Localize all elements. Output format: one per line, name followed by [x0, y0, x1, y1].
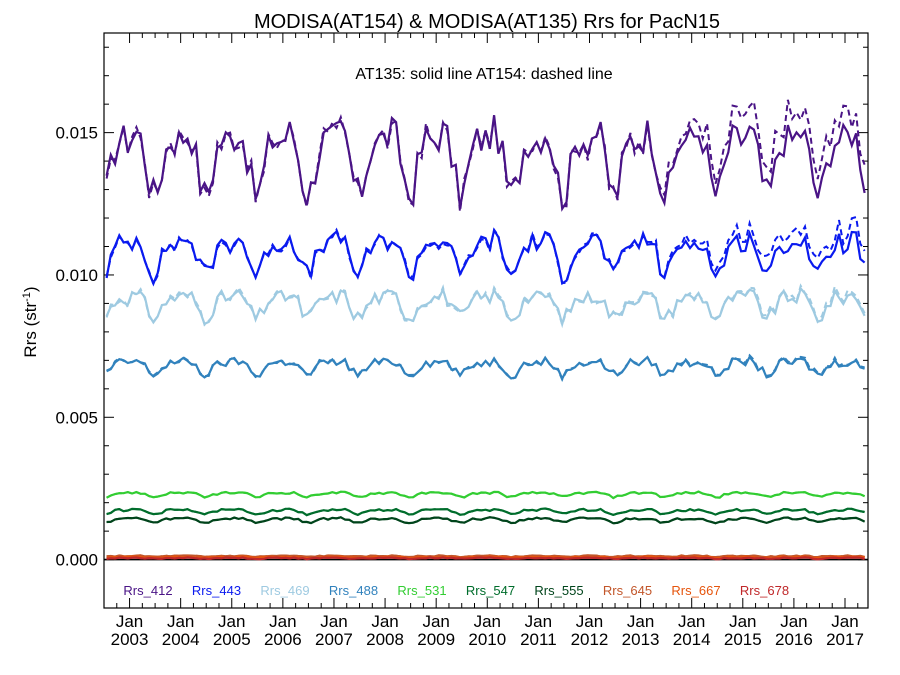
- x-tick-label-month: Jan: [269, 612, 296, 631]
- legend-item-Rrs_443: Rrs_443: [192, 583, 241, 598]
- legend-item-Rrs_678: Rrs_678: [740, 583, 789, 598]
- x-tick-label-year: 2009: [417, 630, 455, 649]
- series-line-Rrs_645-at135: [106, 554, 865, 559]
- x-tick-label-month: Jan: [780, 612, 807, 631]
- x-tick-label-year: 2012: [571, 630, 609, 649]
- x-tick-label-year: 2006: [264, 630, 302, 649]
- x-tick-label-month: Jan: [627, 612, 654, 631]
- series-line-Rrs_469-at135: [105, 286, 866, 329]
- y-axis-label-main: Rrs (str: [21, 302, 40, 358]
- x-tick-label-month: Jan: [167, 612, 194, 631]
- y-tick-label: 0.010: [55, 266, 98, 285]
- y-tick-label: 0.000: [55, 551, 98, 570]
- x-tick-label-year: 2003: [111, 630, 149, 649]
- y-tick-label: 0.005: [55, 408, 98, 427]
- x-tick-label-month: Jan: [525, 612, 552, 631]
- series-line-Rrs_488-at135: [106, 354, 865, 382]
- legend-item-Rrs_488: Rrs_488: [329, 583, 378, 598]
- x-tick-label-month: Jan: [729, 612, 756, 631]
- x-tick-label-year: 2007: [315, 630, 353, 649]
- x-tick-label-month: Jan: [116, 612, 143, 631]
- x-tick-label-year: 2017: [826, 630, 864, 649]
- x-tick-label-month: Jan: [831, 612, 858, 631]
- legend-item-Rrs_531: Rrs_531: [397, 583, 446, 598]
- x-tick-label-year: 2011: [520, 630, 557, 649]
- x-tick-label-month: Jan: [422, 612, 449, 631]
- y-axis-label-close: ): [21, 286, 40, 292]
- plot-frame: [103, 32, 869, 609]
- x-tick-label-month: Jan: [678, 612, 705, 631]
- y-axis-label: Rrs (str-1): [21, 286, 40, 357]
- series-line-Rrs_678-at135: [106, 556, 865, 561]
- series-line-Rrs_555-at135: [106, 516, 866, 525]
- x-tick-label-year: 2008: [366, 630, 404, 649]
- y-tick-label: 0.015: [55, 124, 98, 143]
- chart-annotation: AT135: solid line AT154: dashed line: [355, 66, 612, 83]
- x-tick-label-year: 2005: [213, 630, 251, 649]
- x-tick-label-month: Jan: [474, 612, 501, 631]
- x-tick-label-year: 2013: [622, 630, 660, 649]
- x-tick-label-year: 2010: [468, 630, 506, 649]
- legend-item-Rrs_547: Rrs_547: [466, 583, 515, 598]
- series-line-Rrs_469-at154: [105, 283, 866, 329]
- series-line-Rrs_443-at154: [105, 215, 866, 287]
- legend-item-Rrs_555: Rrs_555: [534, 583, 583, 598]
- chart-title: MODISA(AT154) & MODISA(AT135) Rrs for Pa…: [254, 11, 720, 33]
- y-axis-label-sup: -1: [21, 292, 33, 302]
- x-tick-label-year: 2014: [673, 630, 711, 649]
- x-tick-label-year: 2004: [162, 630, 200, 649]
- x-tick-label-month: Jan: [218, 612, 245, 631]
- x-tick-label-year: 2015: [724, 630, 762, 649]
- series-line-Rrs_443-at135: [105, 227, 866, 287]
- legend-item-Rrs_645: Rrs_645: [603, 583, 652, 598]
- x-tick-label-month: Jan: [371, 612, 398, 631]
- plot-area: 0.0000.0050.0100.015Jan2003Jan2004Jan200…: [55, 32, 869, 649]
- series-line-Rrs_547-at135: [106, 507, 865, 517]
- x-tick-label-month: Jan: [320, 612, 347, 631]
- x-tick-label-year: 2016: [775, 630, 813, 649]
- legend-item-Rrs_412: Rrs_412: [123, 583, 172, 598]
- legend-item-Rrs_667: Rrs_667: [671, 583, 720, 598]
- series-line-Rrs_531-at135: [106, 490, 866, 500]
- x-tick-label-month: Jan: [576, 612, 603, 631]
- series-line-Rrs_412-at154: [105, 99, 866, 212]
- legend-item-Rrs_469: Rrs_469: [260, 583, 309, 598]
- series-line-Rrs_412-at135: [105, 115, 866, 212]
